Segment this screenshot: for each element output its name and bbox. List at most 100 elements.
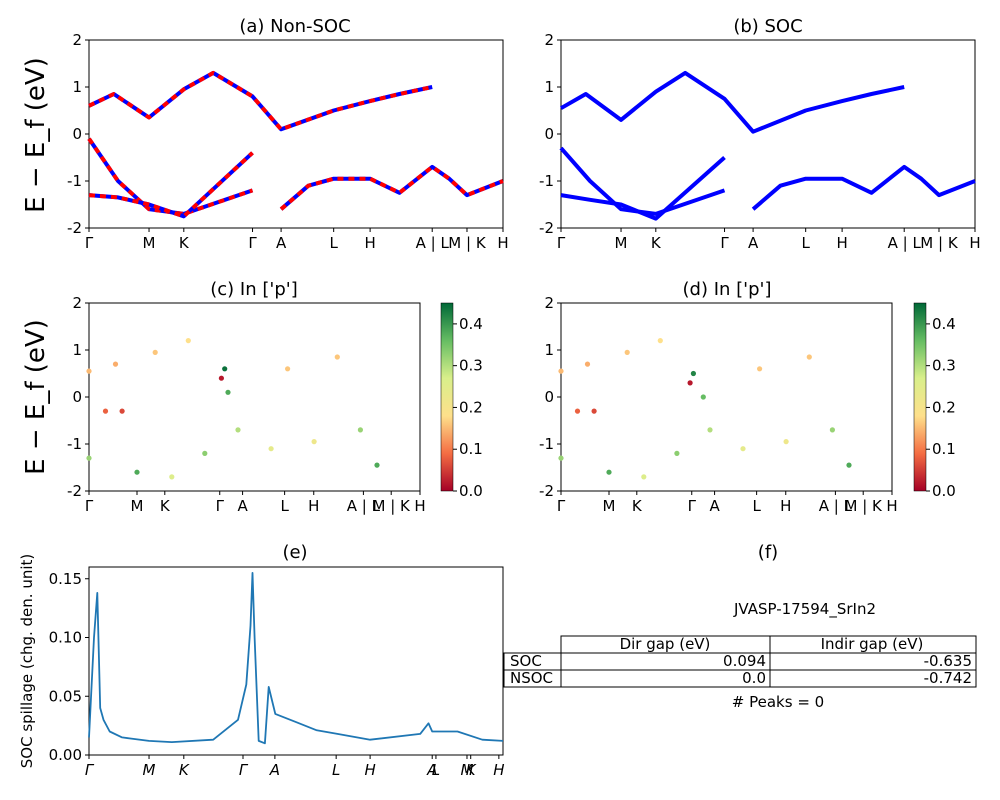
panel-e-line	[88, 572, 504, 745]
panel-c-point-12	[134, 469, 140, 475]
panel-a-ytick-label-2: 0	[72, 125, 82, 143]
table-cell-soc-indir: -0.635	[924, 652, 972, 670]
table-cell-nsoc-indir: -0.742	[924, 669, 972, 687]
panel-c-point-14	[202, 450, 208, 456]
panel-c-point-4	[285, 366, 291, 372]
panel-d-cbar-label-2: 0.2	[932, 398, 956, 416]
panel-b-series-2	[560, 70, 905, 134]
panel-e-ytick-label-2: 0.10	[49, 629, 82, 647]
panel-e-xtick-label-1: M	[143, 761, 156, 779]
panel-d-point-8	[687, 380, 693, 386]
panel-c-title: (c) In ['p']	[210, 279, 297, 300]
panel-c-point-11	[86, 455, 92, 461]
panel-e-ytick-label-0: 0.00	[49, 746, 82, 764]
panel-c-xtick-label-7: A | L	[347, 497, 381, 515]
panel-a-xtick-label-9: H	[497, 234, 508, 252]
panel-c-point-18	[357, 427, 363, 433]
row1-y-label: E − E_f (eV)	[21, 57, 51, 213]
table-row-nsoc	[503, 669, 977, 688]
panel-b-xtick-label-2: K	[651, 234, 662, 252]
panel-d-xtick-label-6: H	[780, 497, 791, 515]
panel-d-cbar-label-0: 0.0	[932, 482, 956, 500]
panel-d-xtick-label-1: M	[603, 497, 616, 515]
panel-c-point-8	[218, 375, 224, 381]
panel-a-xtick-label-8: M | K	[448, 234, 487, 252]
panel-c-ytick-label-1: -1	[67, 435, 82, 453]
panel-c-xtick-label-6: H	[308, 497, 319, 515]
panel-d-point-5	[806, 354, 812, 360]
panel-c-point-7	[119, 408, 125, 414]
panel-c-cbar-label-0: 0.0	[459, 482, 483, 500]
peaks-count: # Peaks = 0	[732, 693, 824, 711]
panel-c-point-17	[311, 439, 317, 445]
panel-a-series-1	[87, 137, 254, 216]
row2-y-label: E − E_f (eV)	[21, 319, 51, 475]
panel-c-xtick-label-1: M	[131, 497, 144, 515]
panel-b-ytick-label-2: 0	[544, 125, 554, 143]
panel-c-cbar-label-2: 0.2	[459, 398, 483, 416]
panel-e-ticks: Γ M K Γ A L H AL MK H0.000.050.100.15	[49, 570, 505, 779]
panel-a-ytick-label-1: -1	[67, 172, 82, 190]
panel-e-xtick-label-5: L	[332, 761, 340, 779]
panel-a-series-5	[88, 70, 433, 132]
panel-e-xtick-label-11: H	[493, 761, 504, 779]
panel-d-frame	[560, 302, 893, 492]
panel-a-xtick-label-2: K	[179, 234, 190, 252]
panel-c-xtick-label-9: H	[414, 497, 425, 515]
panel-a-frame	[88, 39, 504, 229]
panel-c-xtick-label-8: M | K	[373, 497, 412, 515]
panel-c-xtick-label-5: L	[280, 497, 289, 515]
panel-b-xtick-label-5: L	[801, 234, 810, 252]
panel-b-ytick-label-4: 2	[544, 31, 554, 49]
panel-b-series-3	[751, 164, 976, 211]
panel-gap-table: (f) JVASP-17594_SrIn2 Dir gap (eV) Indir…	[503, 542, 977, 711]
panel-d-ytick-label-2: 0	[544, 388, 554, 406]
panel-c-ytick-label-3: 1	[72, 341, 82, 359]
panel-d-point-19	[846, 462, 852, 468]
table-row-label-soc: SOC	[510, 652, 542, 670]
panel-c-point-10	[225, 389, 231, 395]
panel-d-point-10	[700, 394, 706, 400]
panel-e-ytick-label-3: 0.15	[49, 570, 82, 588]
panel-c-cbar-label-3: 0.3	[459, 357, 483, 375]
panel-b-bands	[559, 70, 976, 221]
panel-a-ytick-label-3: 1	[72, 78, 82, 96]
panel-c-colorbar-ticks: 0.0 0.1 0.2 0.3 0.4	[453, 315, 483, 500]
panel-e-xtick-label-6: H	[364, 761, 375, 779]
panel-c-point-9	[222, 366, 228, 372]
panel-d-cbar-label-3: 0.3	[932, 357, 956, 375]
panel-a-xtick-label-6: H	[364, 234, 375, 252]
panel-d-point-13	[641, 474, 647, 480]
panel-d-point-1	[584, 361, 591, 367]
panel-d-point-14	[674, 450, 680, 456]
table-cell-nsoc-dir: 0.0	[742, 669, 766, 687]
panel-d-point-0	[558, 368, 564, 374]
panel-e-ytick-label-1: 0.05	[49, 687, 82, 705]
panel-c-points	[86, 338, 380, 480]
panel-c-ytick-label-2: 0	[72, 388, 82, 406]
panel-d-cbar-label-1: 0.1	[932, 440, 956, 458]
panel-d-ytick-label-1: -1	[539, 435, 554, 453]
panel-a-xtick-label-7: A | L	[416, 234, 450, 252]
table-header-dir-gap: Dir gap (eV)	[620, 635, 711, 653]
panel-e-title: (e)	[282, 542, 307, 563]
panel-a-series-2	[88, 151, 254, 219]
table-row-label-nsoc: NSOC	[510, 669, 553, 687]
material-id: JVASP-17594_SrIn2	[733, 600, 876, 619]
panel-b-ytick-label-0: -2	[539, 219, 554, 237]
panel-c-point-6	[102, 408, 109, 414]
panel-d-xtick-label-0: Γ	[557, 497, 566, 515]
panel-d-colorbar	[913, 302, 927, 492]
panel-d-point-4	[757, 366, 763, 372]
panel-c-point-5	[334, 354, 340, 360]
panel-e-series-0	[88, 572, 504, 745]
table-header-indir-gap: Indir gap (eV)	[821, 635, 924, 653]
panel-e-y-label: SOC spillage (chg. den. unit)	[18, 554, 36, 769]
panel-d-xtick-label-4: A	[709, 497, 720, 515]
